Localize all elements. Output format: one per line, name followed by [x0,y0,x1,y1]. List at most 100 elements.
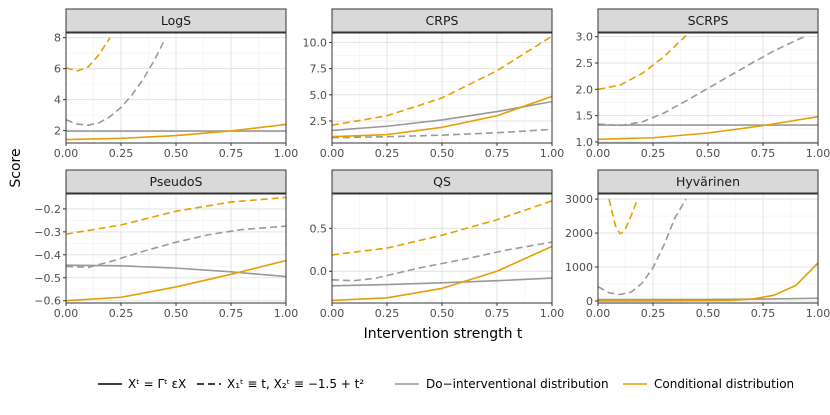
legend: Xᵗ = Γᵗ εX X₁ᵗ ≡ t, X₂ᵗ ≡ −1.5 + t² Do−int… [98,377,794,391]
series-do-dashed [66,38,166,126]
series-group [598,34,818,141]
y-tick-label: −0.6 [34,295,61,308]
legend-label-cond: Conditional distribution [654,377,794,391]
y-tick-label: 4 [54,94,61,107]
strip-background [65,8,287,33]
x-tick-label: 0.25 [109,307,134,320]
y-tick-label: 0.5 [310,222,328,235]
x-tick-label: 0.25 [375,307,400,320]
panel-qs: QS 0.00 0.25 0.50 0.75 1.00 0.5 0.0 [310,169,565,320]
x-tick-label: 0.25 [641,147,666,160]
series-do-solid [66,264,286,278]
x-tick-label: 0.50 [696,147,721,160]
y-tick-label: 3.0 [576,31,594,44]
series-cond-solid [332,245,552,302]
y-tick-label: 5.0 [310,89,328,102]
strip-background [331,169,553,194]
x-tick-label: 1.00 [540,307,565,320]
panel-logs: LogS 0.00 0.25 0.50 0.75 1.00 2 4 6 8 [54,8,299,160]
series-cond-solid [598,262,818,302]
strip-title: QS [433,174,451,189]
y-tick-label: 7.5 [310,63,328,76]
x-tick-label: 0.00 [320,147,345,160]
legend-label-dashed: X₁ᵗ ≡ t, X₂ᵗ ≡ −1.5 + t² [227,377,364,391]
y-tick-label: −0.3 [34,226,61,239]
y-tick-label: 2 [54,125,61,138]
series-do-solid [598,297,818,301]
y-tick-label: 2.5 [310,115,328,128]
series-cond-dashed [608,198,639,235]
series-cond-dashed [332,200,552,256]
x-tick-label: 0.50 [430,307,455,320]
x-axis-title: Intervention strength t [364,326,523,342]
x-tick-label: 0.25 [109,147,134,160]
y-tick-label: 6 [54,63,61,76]
x-tick-label: 0.50 [430,147,455,160]
series-cond-solid [66,259,286,302]
x-tick-label: 1.00 [274,307,299,320]
y-tick-label: −0.4 [34,249,61,262]
y-tick-label: 1000 [565,261,593,274]
y-tick-label: 0 [586,295,593,308]
x-tick-label: 0.00 [586,147,611,160]
series-group [598,198,818,302]
series-cond-dashed [66,37,111,72]
y-tick-label: 2.5 [576,57,594,70]
y-tick-label: 1.5 [576,110,594,123]
strip-title: LogS [161,13,191,28]
series-group [66,196,286,302]
x-tick-label: 0.25 [375,147,400,160]
y-tick-label: 2000 [565,227,593,240]
series-do-solid [332,100,552,132]
legend-label-solid: Xᵗ = Γᵗ εX [128,377,186,391]
panel-crps: CRPS 0.00 0.25 0.50 0.75 1.00 2.5 5.0 7.5 10.0 [303,8,565,160]
series-do-dashed [66,225,286,269]
x-tick-label: 1.00 [806,307,830,320]
panel-scrps: SCRPS 0.00 0.25 0.50 0.75 1.00 1.0 1.5 2.0 2.5 3.0 [576,8,830,160]
series-do-solid [332,277,552,287]
series-cond-solid [66,123,286,141]
y-tick-label: 2.0 [576,83,594,96]
x-tick-label: 1.00 [540,147,565,160]
x-tick-label: 0.75 [219,307,244,320]
y-tick-label: 0.0 [310,265,328,278]
series-do-dashed [598,198,687,296]
x-tick-label: 1.00 [274,147,299,160]
x-tick-label: 0.50 [164,307,189,320]
series-cond-dashed [598,35,687,91]
strip-title: CRPS [426,13,459,28]
x-tick-label: 0.75 [751,307,776,320]
y-axis-title: Score [8,148,24,187]
x-tick-label: 0.00 [586,307,611,320]
series-do-dashed [332,241,552,282]
x-tick-label: 0.75 [485,307,510,320]
strip-title: Hyvärinen [676,174,740,189]
y-tick-label: 1.0 [576,136,594,149]
series-group [66,37,286,141]
strip-background [597,8,819,33]
strip-title: SCRPS [688,13,729,28]
y-tick-label: −0.5 [34,272,61,285]
x-tick-label: 1.00 [806,147,830,160]
legend-label-do: Do−interventional distribution [426,377,609,391]
series-cond-dashed [332,35,552,126]
series-cond-dashed [66,196,286,235]
strip-background [65,169,287,194]
x-tick-label: 0.00 [320,307,345,320]
panel-hyvrinen: Hyvärinen 0.00 0.25 0.50 0.75 1.00 0 1000 2000 30… [565,169,830,320]
x-tick-label: 0.75 [751,147,776,160]
y-tick-label: 8 [54,32,61,45]
series-group [332,35,552,139]
x-tick-label: 0.50 [164,147,189,160]
y-tick-label: 3000 [565,193,593,206]
y-tick-label: 10.0 [303,36,328,49]
x-tick-label: 0.00 [54,147,79,160]
strip-title: PseudoS [150,174,203,189]
panel-pseudos: PseudoS 0.00 0.25 0.50 0.75 1.00 −0.2 −0.3 −0.4 −… [34,169,299,320]
x-tick-label: 0.75 [485,147,510,160]
strip-background [331,8,553,33]
series-do-dashed [598,34,808,127]
x-tick-label: 0.50 [696,307,721,320]
series-cond-solid [598,115,818,141]
